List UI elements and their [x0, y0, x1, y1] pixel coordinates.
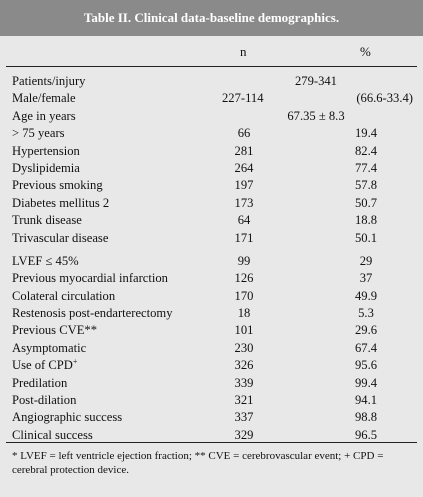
table-row: Male/female 227-114 (66.6-33.4) [0, 90, 423, 107]
row-percent: 29 [359, 253, 373, 268]
row-n: 337 [234, 410, 254, 425]
table-title: Table II. Clinical data-baseline demogra… [0, 0, 423, 36]
table-row: Diabetes mellitus 2 173 50.7 [0, 195, 423, 212]
row-percent: 98.8 [354, 410, 378, 425]
row-label: LVEF ≤ 45% [12, 253, 79, 268]
row-percent: 77.4 [354, 160, 378, 175]
footer-divider [6, 442, 417, 443]
row-label: Previous smoking [12, 178, 103, 193]
row-percent: 19.4 [354, 126, 378, 141]
table-row: Use of CPD+ 326 95.6 [0, 357, 423, 374]
row-percent: 5.3 [358, 306, 374, 321]
row-percent: 82.4 [354, 143, 378, 158]
row-label: Use of CPD+ [12, 357, 77, 374]
row-value: 279-341 [295, 74, 337, 88]
row-label: Hypertension [12, 143, 80, 158]
row-percent: 29.6 [354, 323, 378, 338]
table-row: Dyslipidemia 264 77.4 [0, 160, 423, 177]
row-n: 99 [237, 253, 251, 268]
row-label: Previous myocardial infarction [12, 271, 168, 286]
row-label: Predilation [12, 375, 68, 390]
table-row: > 75 years 66 19.4 [0, 125, 423, 142]
row-n: 64 [237, 213, 251, 228]
row-percent: 50.7 [354, 195, 378, 210]
column-header-n: n [240, 44, 247, 59]
row-n: 171 [234, 230, 254, 245]
table-row: Previous myocardial infarction 126 37 [0, 270, 423, 287]
row-n: 321 [234, 393, 254, 408]
footnote-marker: + [72, 357, 78, 367]
row-label: Age in years [12, 108, 76, 123]
table-row: Previous smoking 197 57.8 [0, 177, 423, 194]
column-header-percent: % [360, 44, 371, 59]
table-row: Previous CVE** 101 29.6 [0, 322, 423, 339]
table-row: Restenosis post-endarterectomy 18 5.3 [0, 305, 423, 322]
row-n: 66 [237, 126, 251, 141]
row-percent: 99.4 [354, 375, 378, 390]
row-label: Post-dilation [12, 393, 77, 408]
row-label: Patients/injury [12, 74, 86, 88]
table-row: Hypertension 281 82.4 [0, 143, 423, 160]
table-row: Predilation 339 99.4 [0, 375, 423, 392]
row-label: Restenosis post-endarterectomy [12, 306, 173, 321]
row-percent: 50.1 [354, 230, 378, 245]
row-label: Previous CVE** [12, 323, 98, 338]
table-row: Asymptomatic 230 67.4 [0, 340, 423, 357]
table-body: Patients/injury 279-341 Male/female 227-… [0, 67, 423, 444]
row-label: Trunk disease [12, 213, 82, 228]
header-divider [6, 66, 417, 67]
table-row: LVEF ≤ 45% 99 29 [0, 253, 423, 270]
row-n: 227-114 [222, 91, 264, 106]
table-row: Trivascular disease 171 50.1 [0, 230, 423, 247]
table-row: Colateral circulation 170 49.9 [0, 288, 423, 305]
row-n: 264 [234, 160, 254, 175]
table-row: Patients/injury 279-341 [0, 73, 423, 90]
table-row: Post-dilation 321 94.1 [0, 392, 423, 409]
row-label: Clinical success [12, 427, 93, 442]
table-row: Angiographic success 337 98.8 [0, 409, 423, 426]
row-label: Diabetes mellitus 2 [12, 195, 110, 210]
row-percent: (66.6-33.4) [356, 91, 413, 106]
table-footnote: * LVEF = left ventricle ejection fractio… [12, 450, 384, 476]
row-n: 281 [234, 143, 254, 158]
row-n: 101 [234, 323, 254, 338]
table-row: Trunk disease 64 18.8 [0, 212, 423, 229]
row-label: Male/female [12, 91, 76, 106]
row-value: 67.35 ± 8.3 [287, 108, 345, 123]
row-n: 18 [237, 306, 251, 321]
row-percent: 95.6 [354, 358, 378, 373]
row-n: 197 [234, 178, 254, 193]
row-n: 326 [234, 358, 254, 373]
row-n: 230 [234, 340, 254, 355]
row-percent: 94.1 [354, 393, 378, 408]
row-n: 170 [234, 288, 254, 303]
row-n: 173 [234, 195, 254, 210]
row-percent: 37 [359, 271, 373, 286]
row-label: Colateral circulation [12, 288, 116, 303]
row-percent: 96.5 [354, 427, 378, 442]
row-label-text: Use of CPD [12, 358, 73, 373]
row-label: > 75 years [12, 126, 65, 141]
column-header-row: n % [0, 36, 423, 66]
row-percent: 49.9 [354, 288, 378, 303]
row-n: 126 [234, 271, 254, 286]
row-percent: 57.8 [354, 178, 378, 193]
table-row: Age in years 67.35 ± 8.3 [0, 108, 423, 125]
row-label: Angiographic success [12, 410, 123, 425]
table-row: Clinical success 329 96.5 [0, 427, 423, 444]
row-n: 339 [234, 375, 254, 390]
row-label: Trivascular disease [12, 230, 109, 245]
row-percent: 67.4 [354, 340, 378, 355]
row-label: Asymptomatic [12, 340, 87, 355]
row-label: Dyslipidemia [12, 160, 80, 175]
row-n: 329 [234, 427, 254, 442]
row-percent: 18.8 [354, 213, 378, 228]
